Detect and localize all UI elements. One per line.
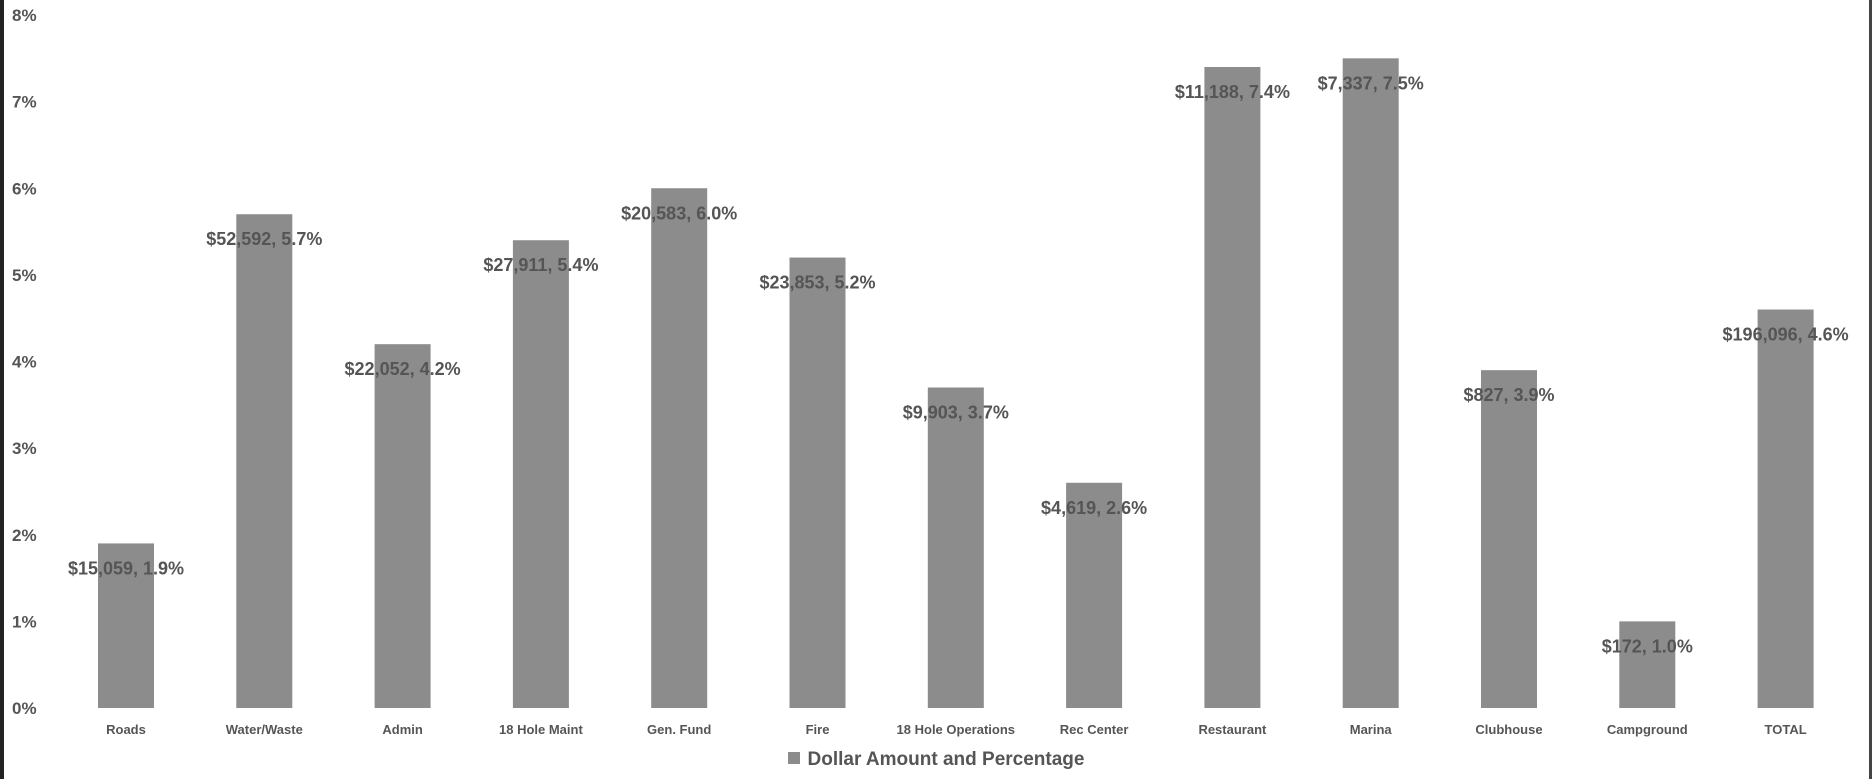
x-tick-label: Gen. Fund — [647, 722, 711, 737]
bar-chart: 0% 1% 2% 3% 4% 5% 6% 7% 8% $15,059, 1.9% $52,592,… — [12, 6, 1849, 737]
bar — [789, 257, 846, 708]
y-tick-label: 5% — [12, 266, 37, 285]
x-tick-label: 18 Hole Operations — [897, 722, 1015, 737]
bar — [1481, 370, 1537, 708]
x-tick-label: Restaurant — [1198, 722, 1267, 737]
frame-left-border — [0, 0, 4, 779]
x-tick-label: Roads — [106, 722, 146, 737]
bar — [1619, 621, 1676, 708]
x-tick-label: Campground — [1607, 722, 1688, 737]
y-tick-label: 4% — [12, 353, 37, 372]
bar — [1342, 58, 1399, 708]
y-tick-label: 6% — [12, 179, 37, 198]
data-label: $27,911, 5.4% — [483, 255, 598, 275]
x-tick-label: Admin — [382, 722, 423, 737]
y-tick-label: 7% — [12, 93, 37, 112]
x-tick-label: TOTAL — [1765, 722, 1807, 737]
legend: Dollar Amount and Percentage — [0, 749, 1872, 771]
bar — [651, 188, 708, 708]
legend-swatch — [787, 752, 800, 764]
y-tick-label: 0% — [12, 699, 37, 718]
x-tick-label: Fire — [806, 722, 830, 737]
bar — [512, 240, 569, 708]
x-tick-label: 18 Hole Maint — [499, 722, 583, 737]
data-label: $196,096, 4.6% — [1723, 325, 1849, 345]
data-label: $827, 3.9% — [1463, 385, 1554, 405]
data-label: $52,592, 5.7% — [206, 229, 322, 249]
bar — [1066, 482, 1123, 708]
frame-right-border — [1869, 0, 1872, 779]
x-tick-label: Marina — [1350, 722, 1393, 737]
bar — [236, 214, 293, 709]
data-label: $22,052, 4.2% — [345, 359, 461, 379]
bar — [374, 344, 431, 708]
data-label: $15,059, 1.9% — [68, 558, 184, 578]
y-tick-label: 3% — [12, 439, 37, 458]
x-axis: Roads Water/Waste Admin 18 Hole Maint Gen. F… — [106, 722, 1807, 737]
x-tick-label: Clubhouse — [1475, 722, 1542, 737]
bars-group — [98, 58, 1814, 709]
bar — [98, 543, 154, 708]
data-label: $20,583, 6.0% — [621, 203, 737, 223]
y-tick-label: 8% — [12, 6, 37, 25]
legend-label: Dollar Amount and Percentage — [807, 749, 1085, 770]
y-axis: 0% 1% 2% 3% 4% 5% 6% 7% 8% — [12, 6, 37, 718]
x-tick-label: Rec Center — [1060, 722, 1129, 737]
bar — [1204, 66, 1261, 709]
data-label: $7,337, 7.5% — [1318, 73, 1424, 93]
data-label: $9,903, 3.7% — [903, 402, 1009, 422]
y-tick-label: 2% — [12, 526, 37, 545]
data-label: $23,853, 5.2% — [759, 273, 875, 293]
bar — [1757, 309, 1814, 708]
data-label: $4,619, 2.6% — [1041, 498, 1147, 518]
data-label: $11,188, 7.4% — [1175, 82, 1290, 102]
data-labels-group: $15,059, 1.9% $52,592, 5.7% $22,052, 4.2% $… — [68, 73, 1849, 656]
bar — [927, 387, 984, 708]
x-tick-label: Water/Waste — [226, 722, 303, 737]
y-tick-label: 1% — [12, 612, 37, 631]
data-label: $172, 1.0% — [1602, 636, 1693, 656]
